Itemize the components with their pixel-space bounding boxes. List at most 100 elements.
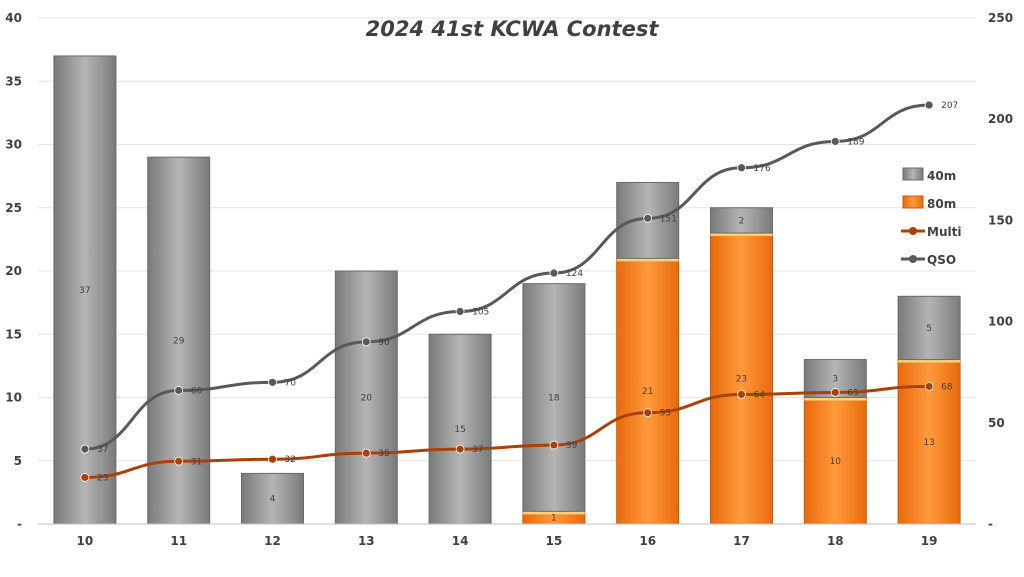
bar-40m-13 xyxy=(334,270,398,525)
point-label-Multi: 31 xyxy=(191,457,202,467)
point-label-QSO: 37 xyxy=(97,445,108,455)
bar-highlight xyxy=(522,511,585,515)
lines xyxy=(80,100,934,482)
x-tick-label: 16 xyxy=(639,534,656,548)
legend-marker-QSO xyxy=(909,255,917,263)
y-left-tick-label: 5 xyxy=(14,454,22,468)
y-left-tick-label: 15 xyxy=(5,327,22,341)
bar-80m-18 xyxy=(803,397,867,525)
point-QSO xyxy=(361,337,371,347)
bar-highlight xyxy=(898,359,961,363)
line-Multi xyxy=(84,384,930,479)
legend-label-Multi: Multi xyxy=(927,225,961,239)
legend-marker-Multi xyxy=(909,227,917,235)
point-Multi xyxy=(830,388,840,397)
legend-label-80m: 80m xyxy=(927,197,956,211)
bar-label-80m: 13 xyxy=(923,438,934,448)
bar-label-80m: 21 xyxy=(642,387,653,397)
point-Multi xyxy=(174,456,184,466)
point-QSO xyxy=(924,100,934,110)
legend-swatch-80m xyxy=(902,195,924,209)
point-QSO xyxy=(268,377,277,387)
bar-label-80m: 10 xyxy=(830,457,842,467)
x-tick-label: 14 xyxy=(452,534,469,548)
y-left-tick-label: 40 xyxy=(5,11,22,25)
bar-40m-14 xyxy=(428,333,492,525)
point-Multi xyxy=(455,444,465,454)
chart-title: 2024 41st KCWA Contest xyxy=(366,17,660,41)
bars xyxy=(53,55,961,525)
point-Multi xyxy=(643,408,653,418)
bar-label-80m: 1 xyxy=(551,514,557,524)
point-label-QSO: 176 xyxy=(754,164,771,174)
bar-40m-19 xyxy=(897,295,961,361)
bar-highlight xyxy=(710,233,773,237)
y-left-tick-label: 10 xyxy=(5,391,22,405)
bar-label-40m: 3 xyxy=(832,375,838,385)
point-QSO xyxy=(80,444,90,454)
bar-label-80m: 23 xyxy=(736,375,747,385)
bar-80m-16 xyxy=(616,257,680,525)
point-QSO xyxy=(455,307,465,316)
point-label-QSO: 70 xyxy=(285,378,297,388)
y-left-tick-label: 30 xyxy=(5,138,22,152)
point-label-Multi: 37 xyxy=(472,445,483,455)
y-right-tick-label: 200 xyxy=(988,112,1013,126)
point-label-Multi: 64 xyxy=(754,390,766,400)
point-label-QSO: 189 xyxy=(847,137,864,147)
x-tick-label: 13 xyxy=(358,534,375,548)
x-tick-label: 19 xyxy=(921,534,938,548)
legend-swatch-40m xyxy=(902,167,924,181)
line-QSO xyxy=(84,103,930,451)
point-Multi xyxy=(549,440,559,450)
x-tick-label: 15 xyxy=(546,534,563,548)
point-label-Multi: 55 xyxy=(660,409,671,419)
bar-label-40m: 20 xyxy=(361,394,373,404)
bar-label-40m: 29 xyxy=(173,337,185,347)
point-Multi xyxy=(737,390,746,399)
y-right-tick-label: - xyxy=(988,517,993,531)
bar-label-40m: 5 xyxy=(926,324,932,334)
point-label-QSO: 151 xyxy=(660,214,677,224)
bar-label-40m: 4 xyxy=(270,495,276,505)
x-tick-label: 12 xyxy=(264,534,281,548)
bar-40m-17 xyxy=(710,207,773,234)
bar-40m-15 xyxy=(522,283,586,512)
point-Multi xyxy=(268,454,277,464)
point-QSO xyxy=(549,268,559,278)
y-right-tick-label: 250 xyxy=(988,11,1013,25)
y-left-tick-label: 25 xyxy=(5,201,22,215)
bar-highlight xyxy=(616,258,679,262)
y-left-tick-label: 20 xyxy=(5,264,22,278)
y-right-tick-label: 100 xyxy=(988,315,1013,329)
point-Multi xyxy=(361,448,371,458)
y-left-tick-label: - xyxy=(17,517,22,531)
y-right-tick-label: 150 xyxy=(988,213,1013,227)
x-tick-label: 10 xyxy=(77,534,94,548)
point-label-Multi: 35 xyxy=(378,449,389,459)
x-tick-label: 17 xyxy=(733,534,750,548)
point-label-QSO: 207 xyxy=(941,101,958,111)
point-QSO xyxy=(737,163,746,173)
legend-label-40m: 40m xyxy=(927,169,956,183)
point-Multi xyxy=(924,381,934,391)
bar-label-40m: 15 xyxy=(454,425,465,435)
bar-label-40m: 2 xyxy=(739,216,745,226)
y-right-tick-label: 50 xyxy=(988,416,1005,430)
bar-40m-12 xyxy=(241,472,304,525)
point-label-Multi: 68 xyxy=(941,382,953,392)
bar-label-40m: 37 xyxy=(79,286,90,296)
point-label-QSO: 90 xyxy=(378,338,390,348)
point-label-QSO: 66 xyxy=(191,386,203,396)
point-label-QSO: 124 xyxy=(566,269,583,279)
point-QSO xyxy=(830,137,840,146)
point-label-Multi: 39 xyxy=(566,441,578,451)
point-label-Multi: 23 xyxy=(97,473,108,483)
point-label-Multi: 32 xyxy=(285,455,296,465)
y-left-tick-label: 35 xyxy=(5,74,22,88)
bar-label-40m: 18 xyxy=(548,394,560,404)
